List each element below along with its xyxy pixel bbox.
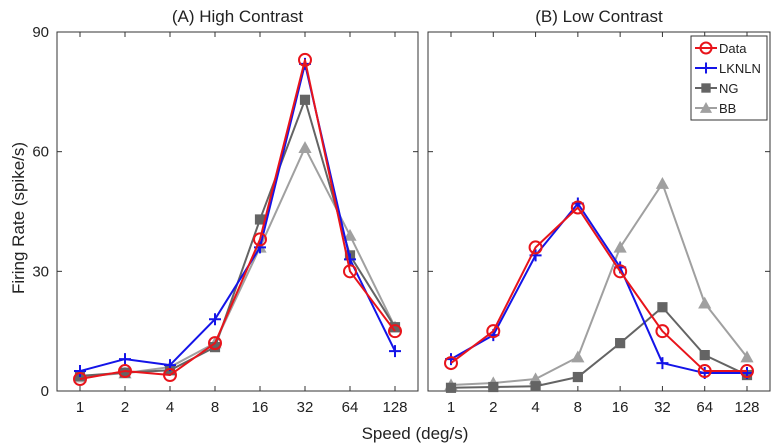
point-data bbox=[253, 232, 267, 247]
plot-frame bbox=[56, 31, 419, 392]
point-data bbox=[528, 240, 543, 255]
triangle-icon bbox=[699, 101, 713, 113]
x-tick-label: 16 bbox=[252, 399, 269, 416]
legend-item-ng: NG bbox=[695, 81, 739, 96]
legend: Data LKNLN NG BB bbox=[690, 35, 768, 121]
series-line-lknln bbox=[450, 202, 747, 375]
point-bb bbox=[698, 296, 712, 309]
x-tick-label: 32 bbox=[654, 399, 671, 416]
point-bb bbox=[571, 350, 585, 363]
x-tick-label: 128 bbox=[734, 399, 759, 416]
point-ng bbox=[299, 94, 311, 105]
point-ng bbox=[615, 338, 626, 349]
point-data bbox=[73, 372, 87, 387]
point-bb bbox=[298, 141, 312, 153]
point-ng bbox=[657, 302, 668, 313]
point-data bbox=[740, 364, 754, 379]
series-line-data bbox=[450, 206, 747, 373]
point-bb bbox=[740, 350, 754, 363]
panel-b-low-contrast: (B) Low Contrast 1 2 4 8 16 32 64 128 bbox=[427, 7, 771, 416]
legend-item-lknln: LKNLN bbox=[695, 61, 761, 76]
series-lknln bbox=[445, 197, 753, 380]
point-data bbox=[343, 264, 357, 279]
point-data bbox=[388, 324, 402, 339]
x-tick-label: 128 bbox=[382, 399, 407, 416]
legend-label: LKNLN bbox=[719, 61, 761, 76]
y-tick-label: 60 bbox=[32, 144, 49, 161]
point-ng bbox=[389, 322, 401, 333]
x-tick-label: 32 bbox=[297, 399, 314, 416]
circle-icon bbox=[699, 41, 713, 55]
legend-label: Data bbox=[719, 41, 747, 56]
y-tick-label: 90 bbox=[32, 24, 49, 41]
point-lknln bbox=[389, 345, 401, 358]
point-data bbox=[697, 364, 712, 379]
series-bb bbox=[73, 141, 402, 383]
point-lknln bbox=[344, 253, 356, 266]
square-icon bbox=[701, 83, 711, 93]
point-lknln bbox=[74, 365, 86, 378]
legend-label: BB bbox=[719, 101, 736, 116]
point-ng bbox=[254, 214, 266, 225]
point-ng bbox=[445, 382, 457, 393]
series-line-data bbox=[79, 58, 396, 381]
point-ng bbox=[488, 381, 499, 393]
panel-title: (B) Low Contrast bbox=[535, 7, 663, 26]
y-tick-label: 30 bbox=[32, 263, 49, 280]
point-data bbox=[570, 200, 585, 215]
series-line-lknln bbox=[79, 62, 396, 373]
series-data bbox=[73, 52, 402, 387]
panel-title: (A) High Contrast bbox=[172, 7, 304, 26]
x-tick-label: 16 bbox=[612, 399, 629, 416]
point-ng bbox=[119, 367, 131, 378]
legend-box bbox=[690, 35, 768, 121]
y-tick-label: 0 bbox=[41, 383, 49, 400]
x-tick-label: 64 bbox=[696, 399, 713, 416]
point-lknln bbox=[119, 353, 131, 366]
plot-frame bbox=[427, 31, 771, 392]
point-bb bbox=[343, 228, 357, 241]
point-ng bbox=[699, 350, 710, 361]
x-tick-label: 2 bbox=[489, 399, 497, 416]
point-lknln bbox=[656, 357, 669, 370]
series-line-bb bbox=[450, 182, 748, 387]
point-data bbox=[298, 52, 312, 67]
point-data bbox=[444, 356, 458, 371]
point-data bbox=[486, 324, 501, 339]
legend-item-data: Data bbox=[695, 41, 747, 56]
point-bb bbox=[613, 240, 627, 253]
point-ng bbox=[572, 371, 583, 383]
legend-label: NG bbox=[719, 81, 739, 96]
series-lknln bbox=[74, 57, 401, 378]
x-tick-label: 8 bbox=[574, 399, 582, 416]
panel-a-high-contrast: (A) High Contrast 1 2 4 8 16 32 64 128 0 30 60 90 bbox=[32, 7, 419, 416]
x-tick-label: 8 bbox=[211, 399, 219, 416]
x-tick-label: 1 bbox=[76, 399, 84, 416]
x-tick-label: 1 bbox=[447, 399, 455, 416]
point-ng bbox=[530, 381, 541, 392]
y-axis-label: Firing Rate (spike/s) bbox=[9, 142, 28, 294]
point-ng bbox=[209, 342, 221, 353]
point-data bbox=[208, 336, 222, 351]
x-tick-label: 4 bbox=[531, 399, 539, 416]
legend-item-bb: BB bbox=[695, 101, 736, 116]
point-bb bbox=[655, 176, 670, 189]
point-data bbox=[163, 368, 177, 383]
series-line-ng bbox=[450, 306, 748, 389]
x-tick-label: 4 bbox=[166, 399, 174, 416]
point-data bbox=[655, 324, 670, 339]
point-data bbox=[118, 364, 132, 379]
plus-icon bbox=[700, 62, 712, 74]
point-lknln bbox=[209, 313, 221, 326]
x-axis-label: Speed (deg/s) bbox=[362, 424, 469, 443]
x-tick-label: 2 bbox=[121, 399, 129, 416]
series-data bbox=[444, 200, 754, 379]
point-data bbox=[613, 264, 628, 279]
x-tick-label: 64 bbox=[342, 399, 359, 416]
